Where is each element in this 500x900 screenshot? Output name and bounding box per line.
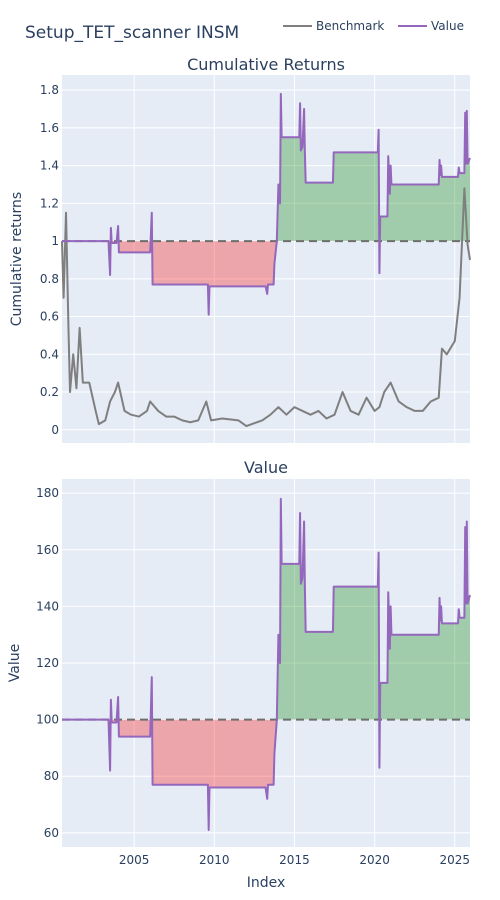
top-ytick-label-2: 0.4 bbox=[40, 347, 59, 361]
bottom-ytick-label-4: 140 bbox=[36, 599, 59, 613]
bottom-ytick-label-6: 180 bbox=[36, 486, 59, 500]
top-fill-area-5 bbox=[118, 241, 151, 253]
bottom-xtick-label-3: 2020 bbox=[359, 853, 390, 867]
top-ytick-label-1: 0.2 bbox=[40, 385, 59, 399]
top-plot-background bbox=[62, 75, 470, 443]
bottom-fill-area-7 bbox=[152, 719, 277, 831]
top-ytick-label-6: 1.2 bbox=[40, 196, 59, 210]
bottom-xtick-label-0: 2005 bbox=[119, 853, 150, 867]
x-axis-label: Index bbox=[247, 875, 286, 891]
bottom-ytick-label-5: 160 bbox=[36, 543, 59, 557]
bottom-xtick-label-1: 2010 bbox=[199, 853, 230, 867]
top-yticks: 0 0.2 0.4 0.6 0.8 1 1.2 1.4 1.6 1.8 bbox=[40, 83, 59, 437]
bottom-xticks: 2005 2010 2015 2020 2025 bbox=[119, 853, 470, 867]
top-ylabel: Cumulative returns bbox=[9, 192, 25, 326]
top-ytick-label-3: 0.6 bbox=[40, 310, 59, 324]
bottom-ytick-label-1: 80 bbox=[44, 769, 59, 783]
top-series-benchmark bbox=[61, 187, 471, 428]
legend-benchmark-label[interactable]: Benchmark bbox=[316, 19, 384, 33]
legend[interactable]: Benchmark Value bbox=[283, 19, 464, 33]
bottom-series-value bbox=[62, 497, 471, 832]
top-ytick-label-5: 1 bbox=[51, 234, 59, 248]
legend-value-label[interactable]: Value bbox=[431, 19, 464, 33]
bottom-fill-area-8 bbox=[276, 498, 380, 720]
bottom-ylabel: Value bbox=[7, 644, 23, 682]
top-panel[interactable]: 0 0.2 0.4 0.6 0.8 1 1.2 1.4 1.6 1.8 Cumulative Re… bbox=[9, 55, 471, 443]
bottom-fill-area-5 bbox=[118, 719, 151, 737]
bottom-panel[interactable]: 60 80 100 120 140 160 180 2005 2010 2015 2020 2025… bbox=[7, 458, 471, 891]
bottom-xtick-label-4: 2025 bbox=[439, 853, 470, 867]
top-ytick-label-8: 1.6 bbox=[40, 121, 59, 135]
bottom-subtitle: Value bbox=[244, 458, 288, 477]
bottom-ytick-label-2: 100 bbox=[36, 713, 59, 727]
bottom-ytick-label-0: 60 bbox=[44, 826, 59, 840]
top-subtitle: Cumulative Returns bbox=[187, 55, 345, 74]
top-ytick-label-0: 0 bbox=[51, 423, 59, 437]
top-fill-area-8 bbox=[276, 93, 380, 242]
top-ytick-label-7: 1.4 bbox=[40, 159, 59, 173]
bottom-ytick-label-3: 120 bbox=[36, 656, 59, 670]
bottom-yticks: 60 80 100 120 140 160 180 bbox=[36, 486, 59, 840]
top-ytick-label-9: 1.8 bbox=[40, 83, 59, 97]
top-series bbox=[61, 92, 471, 428]
bottom-series bbox=[62, 497, 471, 832]
top-series-value bbox=[62, 92, 471, 316]
top-ytick-label-4: 0.8 bbox=[40, 272, 59, 286]
top-fill-area-10 bbox=[379, 110, 470, 242]
figure-title: Setup_TET_scanner INSM bbox=[25, 23, 239, 43]
top-fill-area-7 bbox=[152, 241, 277, 315]
bottom-fill-area-10 bbox=[379, 521, 470, 720]
bottom-xtick-label-2: 2015 bbox=[279, 853, 310, 867]
